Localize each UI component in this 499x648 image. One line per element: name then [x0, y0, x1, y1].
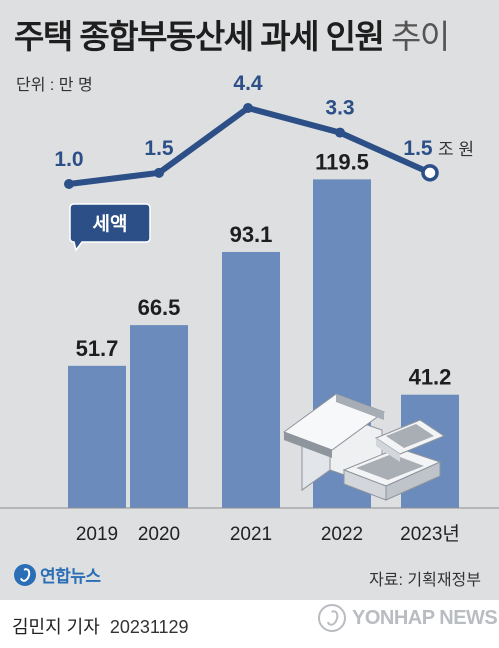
bar-value-label: 66.5 — [138, 295, 181, 320]
x-tick-label: 2020 — [138, 524, 180, 545]
line-series-path — [66, 105, 433, 187]
x-tick-label: 2022 — [321, 524, 363, 545]
bar-2019 — [68, 365, 126, 508]
line-value-label: 1.0 — [54, 148, 83, 171]
watermark-icon — [318, 604, 346, 632]
yonhap-logo: 연합뉴스 — [14, 562, 101, 587]
line-point — [335, 127, 345, 138]
x-tick-label: 2021 — [230, 524, 272, 545]
series-callout: 세액 — [69, 203, 151, 252]
house-illustration — [282, 393, 446, 501]
bar-value-label: 51.7 — [76, 336, 119, 361]
line-unit-label: 조 원 — [438, 140, 474, 159]
line-point — [154, 167, 164, 178]
watermark-text: YONHAP NEWS — [352, 606, 498, 629]
yonhap-logo-icon — [14, 563, 36, 586]
line-point — [243, 103, 253, 113]
bar-2020 — [130, 325, 188, 508]
byline: 김민지 기자 20231129 — [12, 613, 189, 639]
line-value-label: 1.5 — [144, 137, 174, 160]
source-label: 자료: 기획재정부 — [369, 572, 481, 589]
x-tick-label: 2023년 — [400, 523, 460, 545]
unit-label: 단위 : 만 명 — [16, 77, 93, 94]
series-callout-label: 세액 — [93, 213, 128, 235]
logo-text: 연합뉴스 — [40, 567, 101, 586]
title-suffix: 추이 — [391, 18, 450, 55]
x-tick-label: 2019 — [76, 524, 118, 545]
line-point — [64, 179, 74, 189]
line-point — [421, 164, 439, 182]
reporter-name: 김민지 기자 — [12, 617, 100, 637]
bar-value-label: 41.2 — [409, 365, 452, 390]
line-value-label: 3.3 — [325, 97, 354, 120]
publish-date: 20231129 — [109, 617, 189, 637]
watermark: YONHAP NEWS — [318, 604, 498, 632]
chart-title: 주택 종합부동산세 과세 인원 추이 — [14, 10, 450, 58]
line-value-label: 1.5 — [403, 137, 433, 160]
bar-value-label: 119.5 — [315, 149, 369, 174]
title-main: 주택 종합부동산세 과세 인원 — [14, 18, 385, 55]
bar-2023년 — [401, 394, 459, 508]
bar-2021 — [222, 251, 280, 508]
axis-layer: 2019 2020 2021 2022 2023년 — [0, 507, 499, 545]
line-layer: 1.0 1.5 4.4 3.3 1.5 조 원 — [54, 72, 474, 189]
line-value-label: 4.4 — [233, 72, 263, 95]
bar-value-label: 93.1 — [230, 222, 273, 247]
